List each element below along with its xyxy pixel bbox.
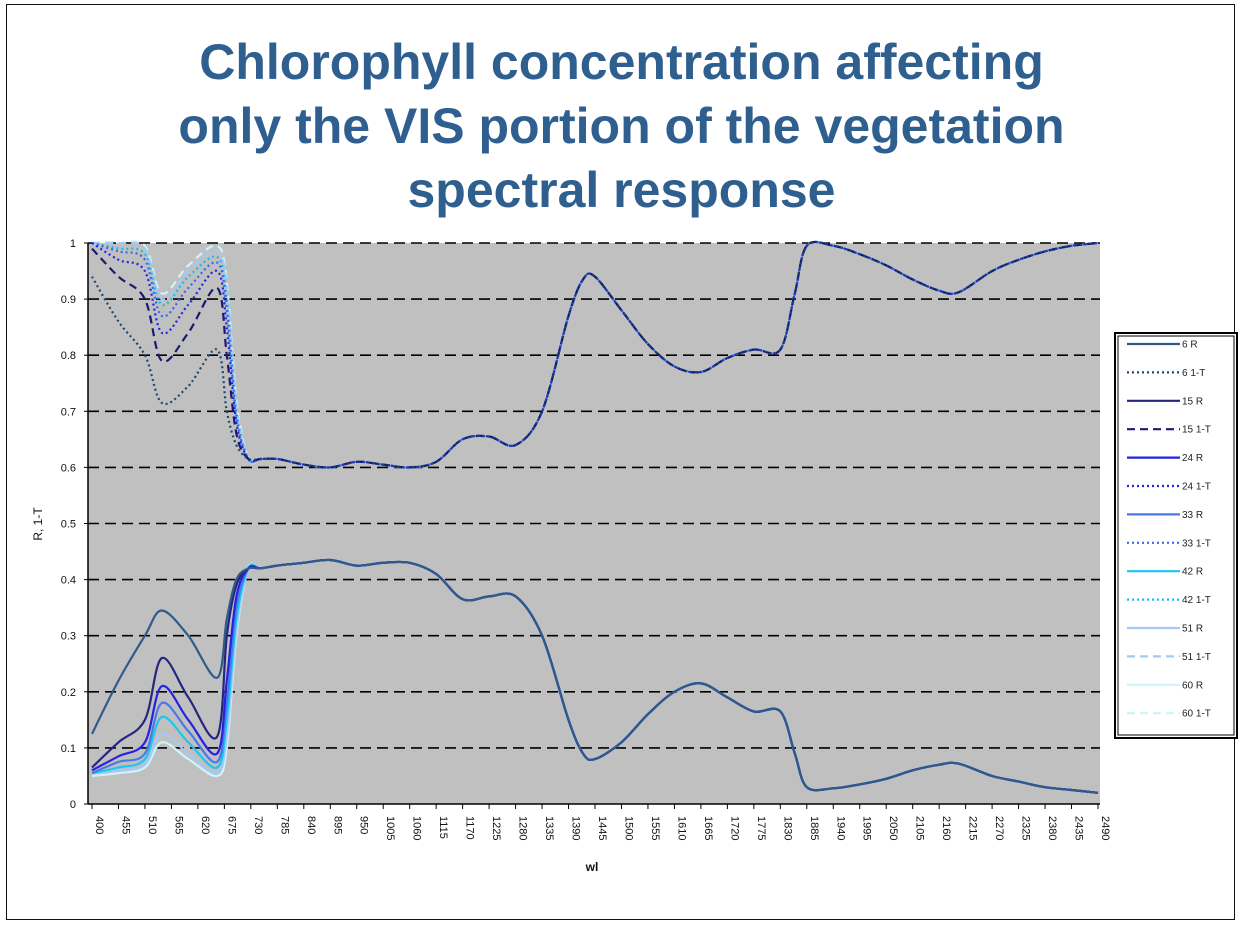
- title-line-1: Chlorophyll concentration affecting: [199, 34, 1044, 90]
- legend-label: 15 1-T: [1182, 425, 1211, 436]
- series-line-6-R: [91, 558, 1099, 794]
- x-tick-label: 1610: [675, 816, 687, 840]
- x-tick-label: 730: [252, 816, 264, 834]
- x-tick-label: 785: [278, 816, 290, 834]
- y-tick-labels: 0 0.1 0.2 0.3 0.4 0.5 0.6 0.7 0.8 0.9 1: [61, 238, 88, 811]
- x-tick-label: 2050: [887, 816, 899, 840]
- legend-label: 60 R: [1182, 680, 1203, 691]
- legend-label: 24 1-T: [1182, 482, 1211, 493]
- series-line-15-1-T: [91, 240, 1099, 469]
- x-tick-label: 455: [119, 816, 131, 834]
- x-tick-label: 1500: [622, 816, 634, 840]
- y-tick-label: 0.1: [61, 743, 76, 755]
- y-tick-label: 0.2: [61, 687, 76, 699]
- x-tick-label: 2270: [993, 816, 1005, 840]
- y-tick-label: 0: [70, 799, 76, 811]
- x-axis-label: wl: [585, 860, 599, 874]
- series-line-6-1-T: [91, 240, 1099, 469]
- y-tick-label: 0.9: [61, 294, 76, 306]
- title-line-2: only the VIS portion of the vegetation: [178, 98, 1065, 154]
- y-tick-label: 0.3: [61, 631, 76, 643]
- x-tick-label: 1170: [464, 816, 476, 840]
- x-tick-label: 1280: [517, 816, 529, 840]
- x-tick-label: 1830: [781, 816, 793, 840]
- x-tick-label: 510: [146, 816, 158, 834]
- x-tick-label: 1445: [596, 816, 608, 840]
- legend-label: 51 R: [1182, 624, 1203, 635]
- x-tick-label: 2435: [1073, 816, 1085, 840]
- grid-lines: [88, 242, 1100, 749]
- x-tick-label: 2215: [967, 816, 979, 840]
- y-tick-label: 0.7: [61, 406, 76, 418]
- x-tick-label: 950: [358, 816, 370, 834]
- x-tick-label: 1115: [437, 816, 449, 839]
- legend-label: 60 1-T: [1182, 709, 1211, 720]
- x-tick-label: 1555: [649, 816, 661, 840]
- legend-label: 15 R: [1182, 396, 1203, 407]
- y-tick-label: 0.6: [61, 462, 76, 474]
- legend-label: 6 R: [1182, 340, 1198, 351]
- legend-label: 42 R: [1182, 567, 1203, 578]
- x-tick-label: 2490: [1099, 816, 1111, 840]
- x-tick-label: 620: [199, 816, 211, 834]
- slide-title: Chlorophyll concentration affecting only…: [0, 30, 1243, 222]
- legend-label: 51 1-T: [1182, 652, 1211, 663]
- y-tick-label: 0.5: [61, 519, 76, 531]
- x-tick-label: 2160: [940, 816, 952, 840]
- x-tick-label: 2380: [1046, 816, 1058, 840]
- legend-label: 24 R: [1182, 453, 1203, 464]
- series-lines: [91, 240, 1099, 794]
- y-axis-label: R, 1-T: [31, 507, 45, 541]
- x-tick-label: 400: [93, 816, 105, 834]
- x-tick-label: 675: [225, 816, 237, 834]
- x-tick-label: 840: [305, 816, 317, 834]
- legend-label: 33 1-T: [1182, 538, 1211, 549]
- x-tick-label: 1885: [808, 816, 820, 840]
- legend: 6 R 6 1-T 15 R 15 1-T 24 R 24 1-T 33 R 33 1-T 42…: [1114, 332, 1238, 739]
- x-tick-label: 2325: [1020, 816, 1032, 840]
- x-tick-label: 1940: [834, 816, 846, 840]
- title-line-3: spectral response: [407, 162, 836, 218]
- x-tick-label: 1390: [570, 816, 582, 840]
- x-tick-label: 1060: [411, 816, 423, 840]
- x-tick-label: 1335: [543, 816, 555, 840]
- x-tick-label: 1775: [755, 816, 767, 840]
- y-tick-label: 0.4: [61, 575, 76, 587]
- legend-label: 42 1-T: [1182, 595, 1211, 606]
- x-tick-label: 1005: [384, 816, 396, 840]
- legend-label: 6 1-T: [1182, 368, 1205, 379]
- legend-label: 33 R: [1182, 510, 1203, 521]
- x-tick-label: 1665: [702, 816, 714, 840]
- x-tick-label: 1720: [728, 816, 740, 840]
- x-tick-label: 2105: [914, 816, 926, 840]
- x-tick-label: 565: [172, 816, 184, 834]
- x-tick-label: 1995: [861, 816, 873, 840]
- x-tick-label: 895: [331, 816, 343, 834]
- y-tick-label: 0.8: [61, 350, 76, 362]
- x-tick-label: 1225: [490, 816, 502, 840]
- y-tick-label: 1: [70, 238, 76, 250]
- x-tick-labels: 400 455 510 565 620 675 730 785 840 895 950 1005 106…: [91, 804, 1111, 840]
